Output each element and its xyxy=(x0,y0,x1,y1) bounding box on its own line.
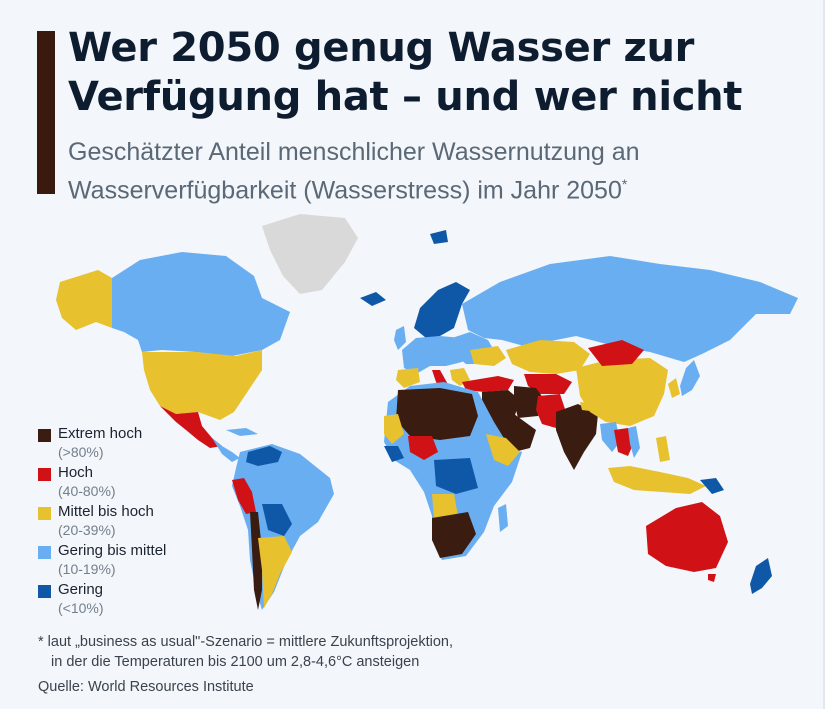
footnote-line-1: * laut „business as usual"-Szenario = mi… xyxy=(38,634,453,650)
legend-swatch-low xyxy=(38,585,51,598)
region-kazakhstan xyxy=(506,340,590,374)
footnote: * laut „business as usual"-Szenario = mi… xyxy=(38,632,453,672)
region-uk xyxy=(394,326,406,350)
legend-label: Gering xyxy=(58,581,104,598)
subtitle: Geschätzter Anteil menschlicher Wassernu… xyxy=(68,136,808,206)
region-turkey xyxy=(462,376,514,392)
region-russia xyxy=(462,256,798,362)
region-southern-africa xyxy=(432,512,476,558)
region-central-africa xyxy=(434,458,478,494)
region-mauritania-mali xyxy=(384,414,404,444)
legend-swatch-medium-high xyxy=(38,507,51,520)
title-line-1: Wer 2050 genug Wasser zur xyxy=(68,25,695,71)
legend-label: Mittel bis hoch xyxy=(58,503,154,520)
legend-range: (10-19%) xyxy=(58,561,116,577)
region-usa xyxy=(142,350,262,420)
region-scandinavia xyxy=(414,282,470,338)
region-korea xyxy=(668,378,680,398)
legend-range: (>80%) xyxy=(58,444,104,460)
region-china xyxy=(576,358,668,426)
legend-label: Hoch xyxy=(58,464,94,481)
legend-range: (<10%) xyxy=(58,600,104,616)
subtitle-footnote-mark: * xyxy=(621,176,628,192)
page-title: Wer 2050 genug Wasser zur Verfügung hat … xyxy=(68,24,808,122)
source-credit: Quelle: World Resources Institute xyxy=(38,679,254,695)
legend-label: Gering bis mittel xyxy=(58,542,167,559)
region-philippines xyxy=(656,436,670,462)
subtitle-line-1: Geschätzter Anteil menschlicher Wassernu… xyxy=(68,138,640,166)
legend-swatch-high xyxy=(38,468,51,481)
region-madagascar xyxy=(498,504,508,532)
right-edge-border xyxy=(823,0,825,709)
region-malaysia-indonesia xyxy=(608,466,706,494)
subtitle-line-2-text: Wasserverfügbarkeit (Wasserstress) im Ja… xyxy=(68,176,622,205)
region-iberia xyxy=(396,368,420,388)
region-peru xyxy=(232,478,256,514)
region-tasmania xyxy=(708,574,716,582)
region-australia xyxy=(646,502,728,572)
region-india xyxy=(556,404,598,470)
legend-swatch-extreme-high xyxy=(38,429,51,442)
region-nigeria xyxy=(408,436,438,460)
region-vietnam xyxy=(628,426,640,458)
legend-label: Extrem hoch xyxy=(58,425,143,442)
region-angola xyxy=(432,494,458,518)
region-japan xyxy=(680,360,700,396)
subtitle-line-2: Wasserverfügbarkeit (Wasserstress) im Ja… xyxy=(68,168,808,206)
legend-swatch-low-medium xyxy=(38,546,51,559)
region-venezuela-guyana xyxy=(246,446,282,466)
footnote-line-2: in der die Temperaturen bis 2100 um 2,8-… xyxy=(51,654,420,670)
region-bolivia-paraguay xyxy=(262,504,292,536)
region-mexico xyxy=(160,406,222,448)
region-greenland xyxy=(262,214,358,294)
region-new-zealand xyxy=(750,558,772,594)
region-iceland xyxy=(360,292,386,306)
region-ukraine xyxy=(470,346,506,366)
region-caribbean xyxy=(226,428,258,436)
region-north-africa xyxy=(396,388,478,440)
region-mongolia xyxy=(588,340,644,366)
region-chile xyxy=(250,512,262,610)
legend-range: (40-80%) xyxy=(58,483,116,499)
region-canada xyxy=(112,252,290,356)
title-line-2: Verfügung hat – und wer nicht xyxy=(68,74,743,120)
title-accent-bar xyxy=(37,31,55,194)
region-central-america xyxy=(212,438,240,462)
region-west-africa-coast xyxy=(384,446,404,462)
region-myanmar-laos xyxy=(600,422,620,452)
region-alaska xyxy=(56,270,112,330)
world-water-stress-map xyxy=(56,214,798,610)
legend-range: (20-39%) xyxy=(58,522,116,538)
region-argentina xyxy=(258,536,292,608)
region-new-guinea xyxy=(700,478,724,494)
region-horn-of-africa xyxy=(486,434,520,466)
region-svalbard xyxy=(430,230,448,244)
